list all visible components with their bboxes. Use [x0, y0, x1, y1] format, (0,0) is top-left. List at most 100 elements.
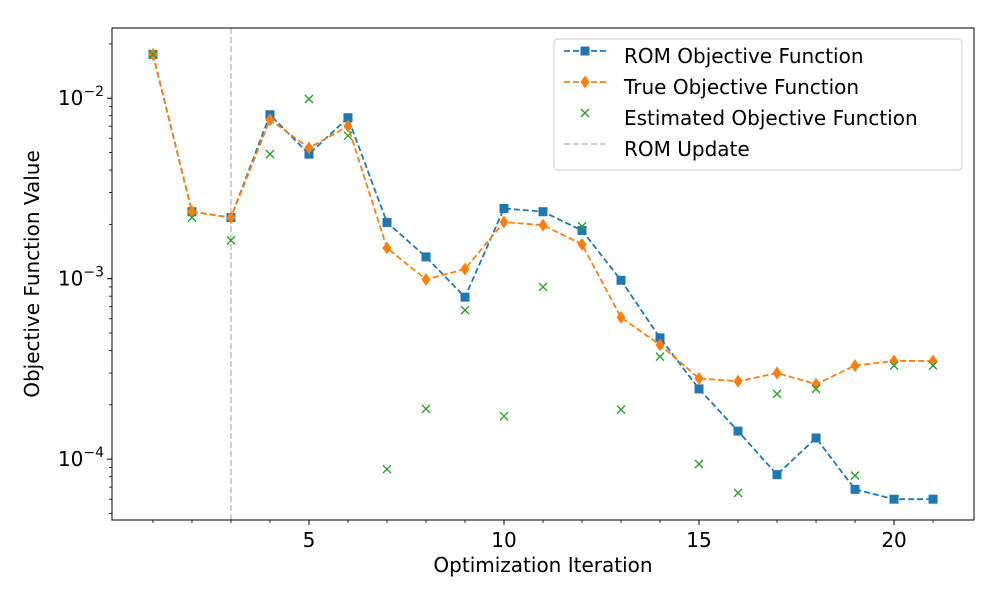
legend-swatch-true-objective-function — [580, 75, 590, 89]
data-point-estimated-objective-function — [928, 361, 938, 371]
legend-swatch-estimated-objective-function — [580, 108, 590, 118]
y-tick-label: 10−4 — [58, 445, 104, 471]
data-point-estimated-objective-function — [382, 464, 392, 474]
data-point-true-objective-function — [460, 262, 470, 276]
data-point-rom-objective-function — [616, 275, 626, 285]
data-point-estimated-objective-function — [187, 213, 197, 223]
data-point-estimated-objective-function — [538, 282, 548, 292]
x-marker-stroke — [850, 471, 860, 481]
y-tick-label: 10−2 — [58, 84, 104, 110]
data-point-rom-objective-function — [694, 384, 704, 394]
data-point-estimated-objective-function — [499, 411, 509, 421]
legend-label-rom: ROM Objective Function — [624, 44, 864, 68]
data-point-rom-objective-function — [889, 494, 899, 504]
data-point-rom-objective-function — [850, 484, 860, 494]
x-tick-label: 15 — [686, 528, 711, 552]
data-point-estimated-objective-function — [733, 488, 743, 498]
x-marker-stroke — [538, 282, 548, 292]
series-line-true-objective-function — [152, 54, 934, 386]
data-point-estimated-objective-function — [265, 149, 275, 159]
x-marker-stroke — [148, 49, 158, 59]
data-point-estimated-objective-function — [304, 94, 314, 104]
x-marker-stroke — [694, 459, 704, 469]
legend-label-true: True Objective Function — [623, 75, 859, 99]
data-point-rom-objective-function — [343, 113, 353, 123]
legend-swatch-rom-objective-function — [580, 46, 590, 56]
data-point-rom-objective-function — [421, 252, 431, 262]
data-point-rom-objective-function — [382, 217, 392, 227]
data-point-estimated-objective-function — [655, 352, 665, 362]
data-point-true-objective-function — [226, 211, 236, 225]
x-axis-label: Optimization Iteration — [433, 553, 652, 577]
x-marker-stroke — [226, 235, 236, 245]
data-point-true-objective-function — [265, 113, 275, 127]
series-estimated-objective-function — [148, 49, 938, 498]
x-marker-stroke — [382, 464, 392, 474]
x-marker-stroke — [187, 213, 197, 223]
data-point-true-objective-function — [577, 237, 587, 251]
x-marker-stroke — [772, 389, 782, 399]
legend-swatches — [564, 46, 606, 145]
data-point-true-objective-function — [694, 371, 704, 385]
data-point-rom-objective-function — [811, 433, 821, 443]
x-marker-stroke — [304, 94, 314, 104]
data-point-true-objective-function — [382, 241, 392, 255]
x-marker-stroke — [580, 108, 590, 118]
x-marker-stroke — [811, 384, 821, 394]
data-point-rom-objective-function — [772, 470, 782, 480]
data-point-rom-objective-function — [733, 426, 743, 436]
y-tick-label: 10−3 — [58, 265, 104, 291]
x-tick-label: 20 — [881, 528, 906, 552]
data-point-true-objective-function — [850, 359, 860, 373]
series-true-objective-function — [148, 47, 938, 391]
data-point-true-objective-function — [616, 310, 626, 324]
x-marker-stroke — [733, 488, 743, 498]
x-marker-stroke — [460, 305, 470, 315]
data-point-true-objective-function — [187, 205, 197, 219]
x-marker-stroke — [343, 131, 353, 141]
data-point-estimated-objective-function — [772, 389, 782, 399]
data-point-rom-objective-function — [928, 494, 938, 504]
series-layer — [148, 47, 938, 504]
data-point-true-objective-function — [499, 215, 509, 229]
x-marker-stroke — [616, 405, 626, 415]
data-point-estimated-objective-function — [148, 49, 158, 59]
y-axis-label: Objective Function Value — [20, 150, 44, 398]
x-marker-stroke — [265, 149, 275, 159]
x-tick-label: 5 — [303, 528, 316, 552]
data-point-true-objective-function — [538, 218, 548, 232]
data-point-rom-objective-function — [655, 333, 665, 343]
data-point-estimated-objective-function — [577, 221, 587, 231]
x-marker-stroke — [577, 221, 587, 231]
data-point-rom-objective-function — [460, 292, 470, 302]
legend-label-estimated: Estimated Objective Function — [624, 106, 918, 130]
x-marker-stroke — [889, 361, 899, 371]
data-point-true-objective-function — [421, 272, 431, 286]
legend-label-rom-update: ROM Update — [624, 137, 750, 161]
data-point-estimated-objective-function — [616, 405, 626, 415]
x-marker-stroke — [928, 361, 938, 371]
data-point-estimated-objective-function — [421, 404, 431, 414]
x-marker-stroke — [499, 411, 509, 421]
x-tick-label: 10 — [491, 528, 516, 552]
data-point-estimated-objective-function — [889, 361, 899, 371]
data-point-estimated-objective-function — [460, 305, 470, 315]
data-point-rom-objective-function — [577, 225, 587, 235]
data-point-true-objective-function — [304, 141, 314, 155]
data-point-estimated-objective-function — [811, 384, 821, 394]
data-point-true-objective-function — [772, 366, 782, 380]
axes-layer: 5 10 15 20 10−4 10−3 10−2 — [58, 43, 934, 552]
data-point-true-objective-function — [733, 374, 743, 388]
legend-box — [553, 38, 963, 171]
data-point-estimated-objective-function — [226, 235, 236, 245]
data-point-estimated-objective-function — [850, 471, 860, 481]
data-point-estimated-objective-function — [694, 459, 704, 469]
data-point-rom-objective-function — [538, 207, 548, 217]
legend: ROM Objective Function True Objective Fu… — [553, 38, 963, 171]
data-point-true-objective-function — [343, 119, 353, 133]
data-point-rom-objective-function — [499, 203, 509, 213]
data-point-true-objective-function — [655, 338, 665, 352]
data-point-estimated-objective-function — [343, 131, 353, 141]
x-marker-stroke — [421, 404, 431, 414]
